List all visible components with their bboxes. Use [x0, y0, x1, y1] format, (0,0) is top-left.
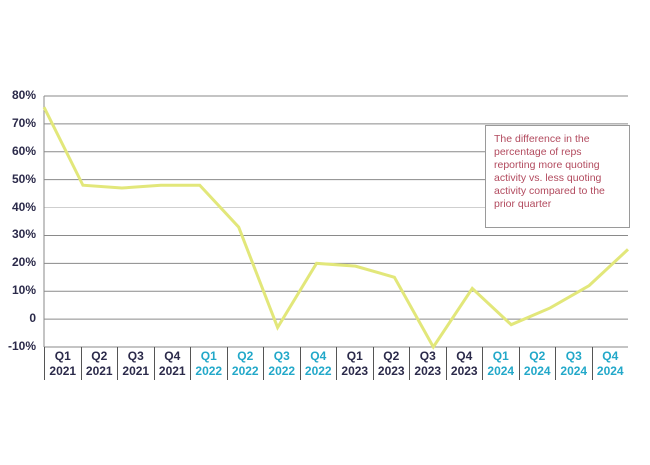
x-tick-label: Q4 2021 — [153, 347, 191, 380]
x-tick-label: Q3 2023 — [409, 347, 446, 380]
y-tick-label: 0 — [29, 311, 36, 326]
x-tick-label: Q1 2022 — [190, 347, 227, 380]
annotation-box: The difference in the percentage of reps… — [485, 125, 630, 228]
x-tick-label: Q3 2022 — [263, 347, 300, 380]
x-tick-label: Q1 2024 — [482, 347, 519, 380]
y-tick-label: -10% — [7, 339, 36, 353]
x-tick-label: Q2 2021 — [80, 347, 118, 380]
x-tick-label: Q2 2024 — [518, 347, 556, 380]
x-tick-label: Q2 2023 — [372, 347, 410, 380]
y-tick-label: 20% — [11, 255, 36, 270]
x-tick-label: Q4 2022 — [299, 347, 337, 380]
x-tick-label: Q1 2021 — [44, 347, 81, 380]
x-tick-label: Q3 2021 — [117, 347, 154, 380]
y-tick-label: 50% — [11, 171, 36, 186]
x-tick-label: Q4 2024 — [591, 347, 629, 380]
x-tick-label: Q3 2024 — [555, 347, 592, 380]
y-tick-label: 30% — [11, 227, 36, 242]
y-tick-label: 40% — [11, 199, 36, 214]
x-tick-label: Q1 2023 — [336, 347, 373, 380]
y-tick-label: 70% — [11, 115, 36, 130]
x-tick-label: Q4 2023 — [445, 347, 483, 380]
y-tick-label: 10% — [11, 283, 36, 298]
y-tick-label: 80% — [11, 88, 36, 102]
data-line — [42, 106, 630, 350]
annotation-text: The difference in the percentage of reps… — [494, 133, 605, 210]
y-tick-label: 60% — [11, 143, 36, 158]
x-tick-label: Q2 2022 — [226, 347, 264, 380]
